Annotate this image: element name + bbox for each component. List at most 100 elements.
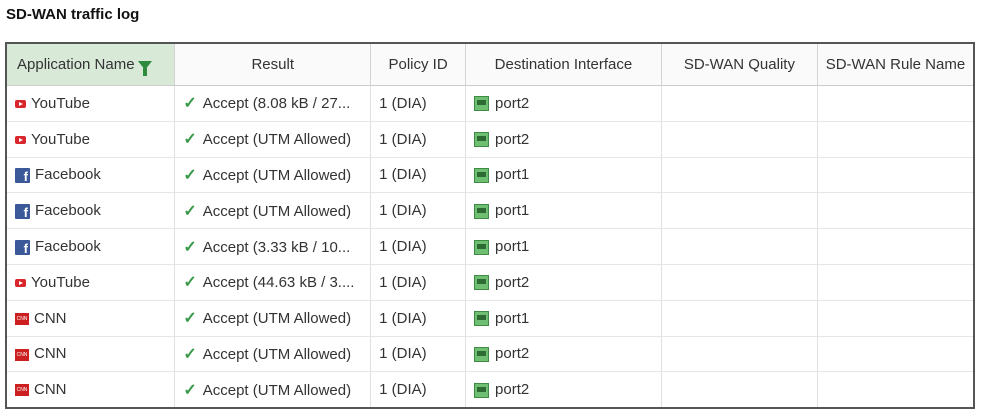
port-icon [474, 132, 490, 148]
cell-application: f Facebook [6, 228, 176, 265]
application-name: CNN [34, 309, 67, 327]
cell-application: CNN CNN [6, 371, 176, 409]
cell-sdwan-quality [661, 264, 818, 301]
application-name: CNN [34, 345, 67, 363]
table-row[interactable]: CNN CNN ✓ Accept (UTM Allowed) 1 (DIA) port2 [6, 371, 975, 409]
cell-sdwan-rule-name [817, 300, 975, 337]
cell-application: YouTube [6, 264, 176, 301]
result-text: Accept (UTM Allowed) [202, 131, 352, 149]
interface-name: port2 [495, 94, 530, 112]
facebook-icon: f [15, 239, 30, 256]
interface-name: port2 [495, 273, 530, 291]
result-text: Accept (44.63 kB / 3.... [202, 274, 355, 292]
cell-sdwan-rule-name [817, 121, 975, 158]
filter-icon[interactable] [137, 60, 152, 76]
cell-destination-interface: port2 [465, 85, 662, 122]
interface-name: port2 [495, 130, 530, 148]
cell-result: ✓ Accept (UTM Allowed) [174, 300, 372, 337]
application-name: Facebook [35, 202, 101, 220]
cell-sdwan-quality [661, 192, 818, 230]
result-text: Accept (UTM Allowed) [202, 202, 352, 220]
result-text: Accept (UTM Allowed) [202, 166, 352, 184]
table-row[interactable]: YouTube ✓ Accept (UTM Allowed) 1 (DIA) port2 [6, 121, 975, 158]
cell-sdwan-rule-name [817, 228, 975, 265]
table-row[interactable]: f Facebook ✓ Accept (3.33 kB / 10... 1 (DIA)… [6, 228, 975, 265]
cell-policy-id: 1 (DIA) [370, 121, 467, 158]
cnn-icon: CNN [15, 384, 29, 397]
cell-sdwan-quality [661, 371, 818, 409]
result-text: Accept (UTM Allowed) [202, 310, 352, 328]
cell-destination-interface: port1 [465, 192, 662, 230]
cell-policy-id: 1 (DIA) [370, 157, 467, 194]
port-icon [474, 168, 490, 184]
check-icon: ✓ [183, 310, 197, 328]
column-header-sdwan-rule-name[interactable]: SD-WAN Rule Name [817, 43, 975, 86]
result-text: Accept (UTM Allowed) [202, 381, 352, 399]
cell-sdwan-quality [661, 157, 818, 194]
result-text: Accept (3.33 kB / 10... [202, 238, 351, 256]
check-icon: ✓ [183, 131, 197, 149]
cell-policy-id: 1 (DIA) [370, 192, 467, 230]
cell-result: ✓ Accept (3.33 kB / 10... [174, 228, 372, 265]
cell-sdwan-rule-name [817, 85, 975, 122]
check-icon: ✓ [183, 274, 197, 292]
interface-name: port1 [495, 166, 530, 184]
application-name: Facebook [35, 238, 101, 256]
table-row[interactable]: f Facebook ✓ Accept (UTM Allowed) 1 (DIA) por… [6, 192, 975, 230]
table-row[interactable]: YouTube ✓ Accept (8.08 kB / 27... 1 (DIA) po… [6, 85, 975, 122]
check-icon: ✓ [183, 202, 197, 220]
cell-policy-id: 1 (DIA) [370, 300, 467, 337]
check-icon: ✓ [183, 238, 197, 256]
application-name: CNN [34, 381, 67, 399]
cell-policy-id: 1 (DIA) [370, 336, 467, 373]
port-icon [474, 203, 490, 219]
cell-sdwan-quality [661, 228, 818, 265]
port-icon [474, 96, 490, 112]
cell-policy-id: 1 (DIA) [370, 264, 467, 301]
table-row[interactable]: f Facebook ✓ Accept (UTM Allowed) 1 (DIA) por… [6, 157, 975, 194]
page-title: SD-WAN traffic log [6, 6, 140, 23]
cell-sdwan-rule-name [817, 371, 975, 409]
cell-sdwan-rule-name [817, 336, 975, 373]
check-icon: ✓ [183, 381, 197, 399]
column-header-policy-id[interactable]: Policy ID [370, 43, 467, 86]
table-row[interactable]: CNN CNN ✓ Accept (UTM Allowed) 1 (DIA) port2 [6, 336, 975, 373]
application-name: YouTube [31, 273, 90, 291]
traffic-log-table: Application Name Result Policy ID Destin… [5, 42, 975, 409]
cell-application: CNN CNN [6, 336, 176, 373]
port-icon [474, 347, 490, 362]
cnn-icon: CNN [15, 312, 29, 325]
cell-policy-id: 1 (DIA) [370, 228, 467, 265]
cell-result: ✓ Accept (UTM Allowed) [174, 336, 372, 373]
cnn-icon: CNN [15, 348, 29, 361]
cell-application: f Facebook [6, 157, 176, 194]
table-row[interactable]: CNN CNN ✓ Accept (UTM Allowed) 1 (DIA) port1 [6, 300, 975, 337]
cell-destination-interface: port2 [465, 264, 662, 301]
interface-name: port2 [495, 381, 530, 399]
interface-name: port1 [495, 202, 530, 220]
port-icon [474, 382, 490, 398]
youtube-icon [15, 278, 26, 287]
column-header-application-name[interactable]: Application Name [6, 43, 176, 86]
port-icon [474, 239, 490, 255]
cell-application: f Facebook [6, 192, 176, 230]
column-header-destination-interface[interactable]: Destination Interface [465, 43, 662, 86]
cell-destination-interface: port1 [465, 300, 662, 337]
cell-destination-interface: port2 [465, 336, 662, 373]
column-header-result[interactable]: Result [174, 43, 372, 86]
column-header-sdwan-quality[interactable]: SD-WAN Quality [661, 43, 818, 86]
cell-result: ✓ Accept (44.63 kB / 3.... [174, 264, 372, 301]
cell-sdwan-quality [661, 121, 818, 158]
cell-destination-interface: port2 [465, 371, 662, 409]
table-row[interactable]: YouTube ✓ Accept (44.63 kB / 3.... 1 (DIA) p… [6, 264, 975, 301]
cell-policy-id: 1 (DIA) [370, 85, 467, 122]
cell-destination-interface: port1 [465, 157, 662, 194]
result-text: Accept (UTM Allowed) [202, 345, 352, 363]
application-name: YouTube [31, 130, 90, 148]
youtube-icon [15, 99, 26, 108]
port-icon [474, 275, 490, 291]
cell-sdwan-quality [661, 336, 818, 373]
column-label: Application Name [17, 56, 135, 73]
check-icon: ✓ [183, 95, 197, 113]
application-name: Facebook [35, 166, 101, 184]
